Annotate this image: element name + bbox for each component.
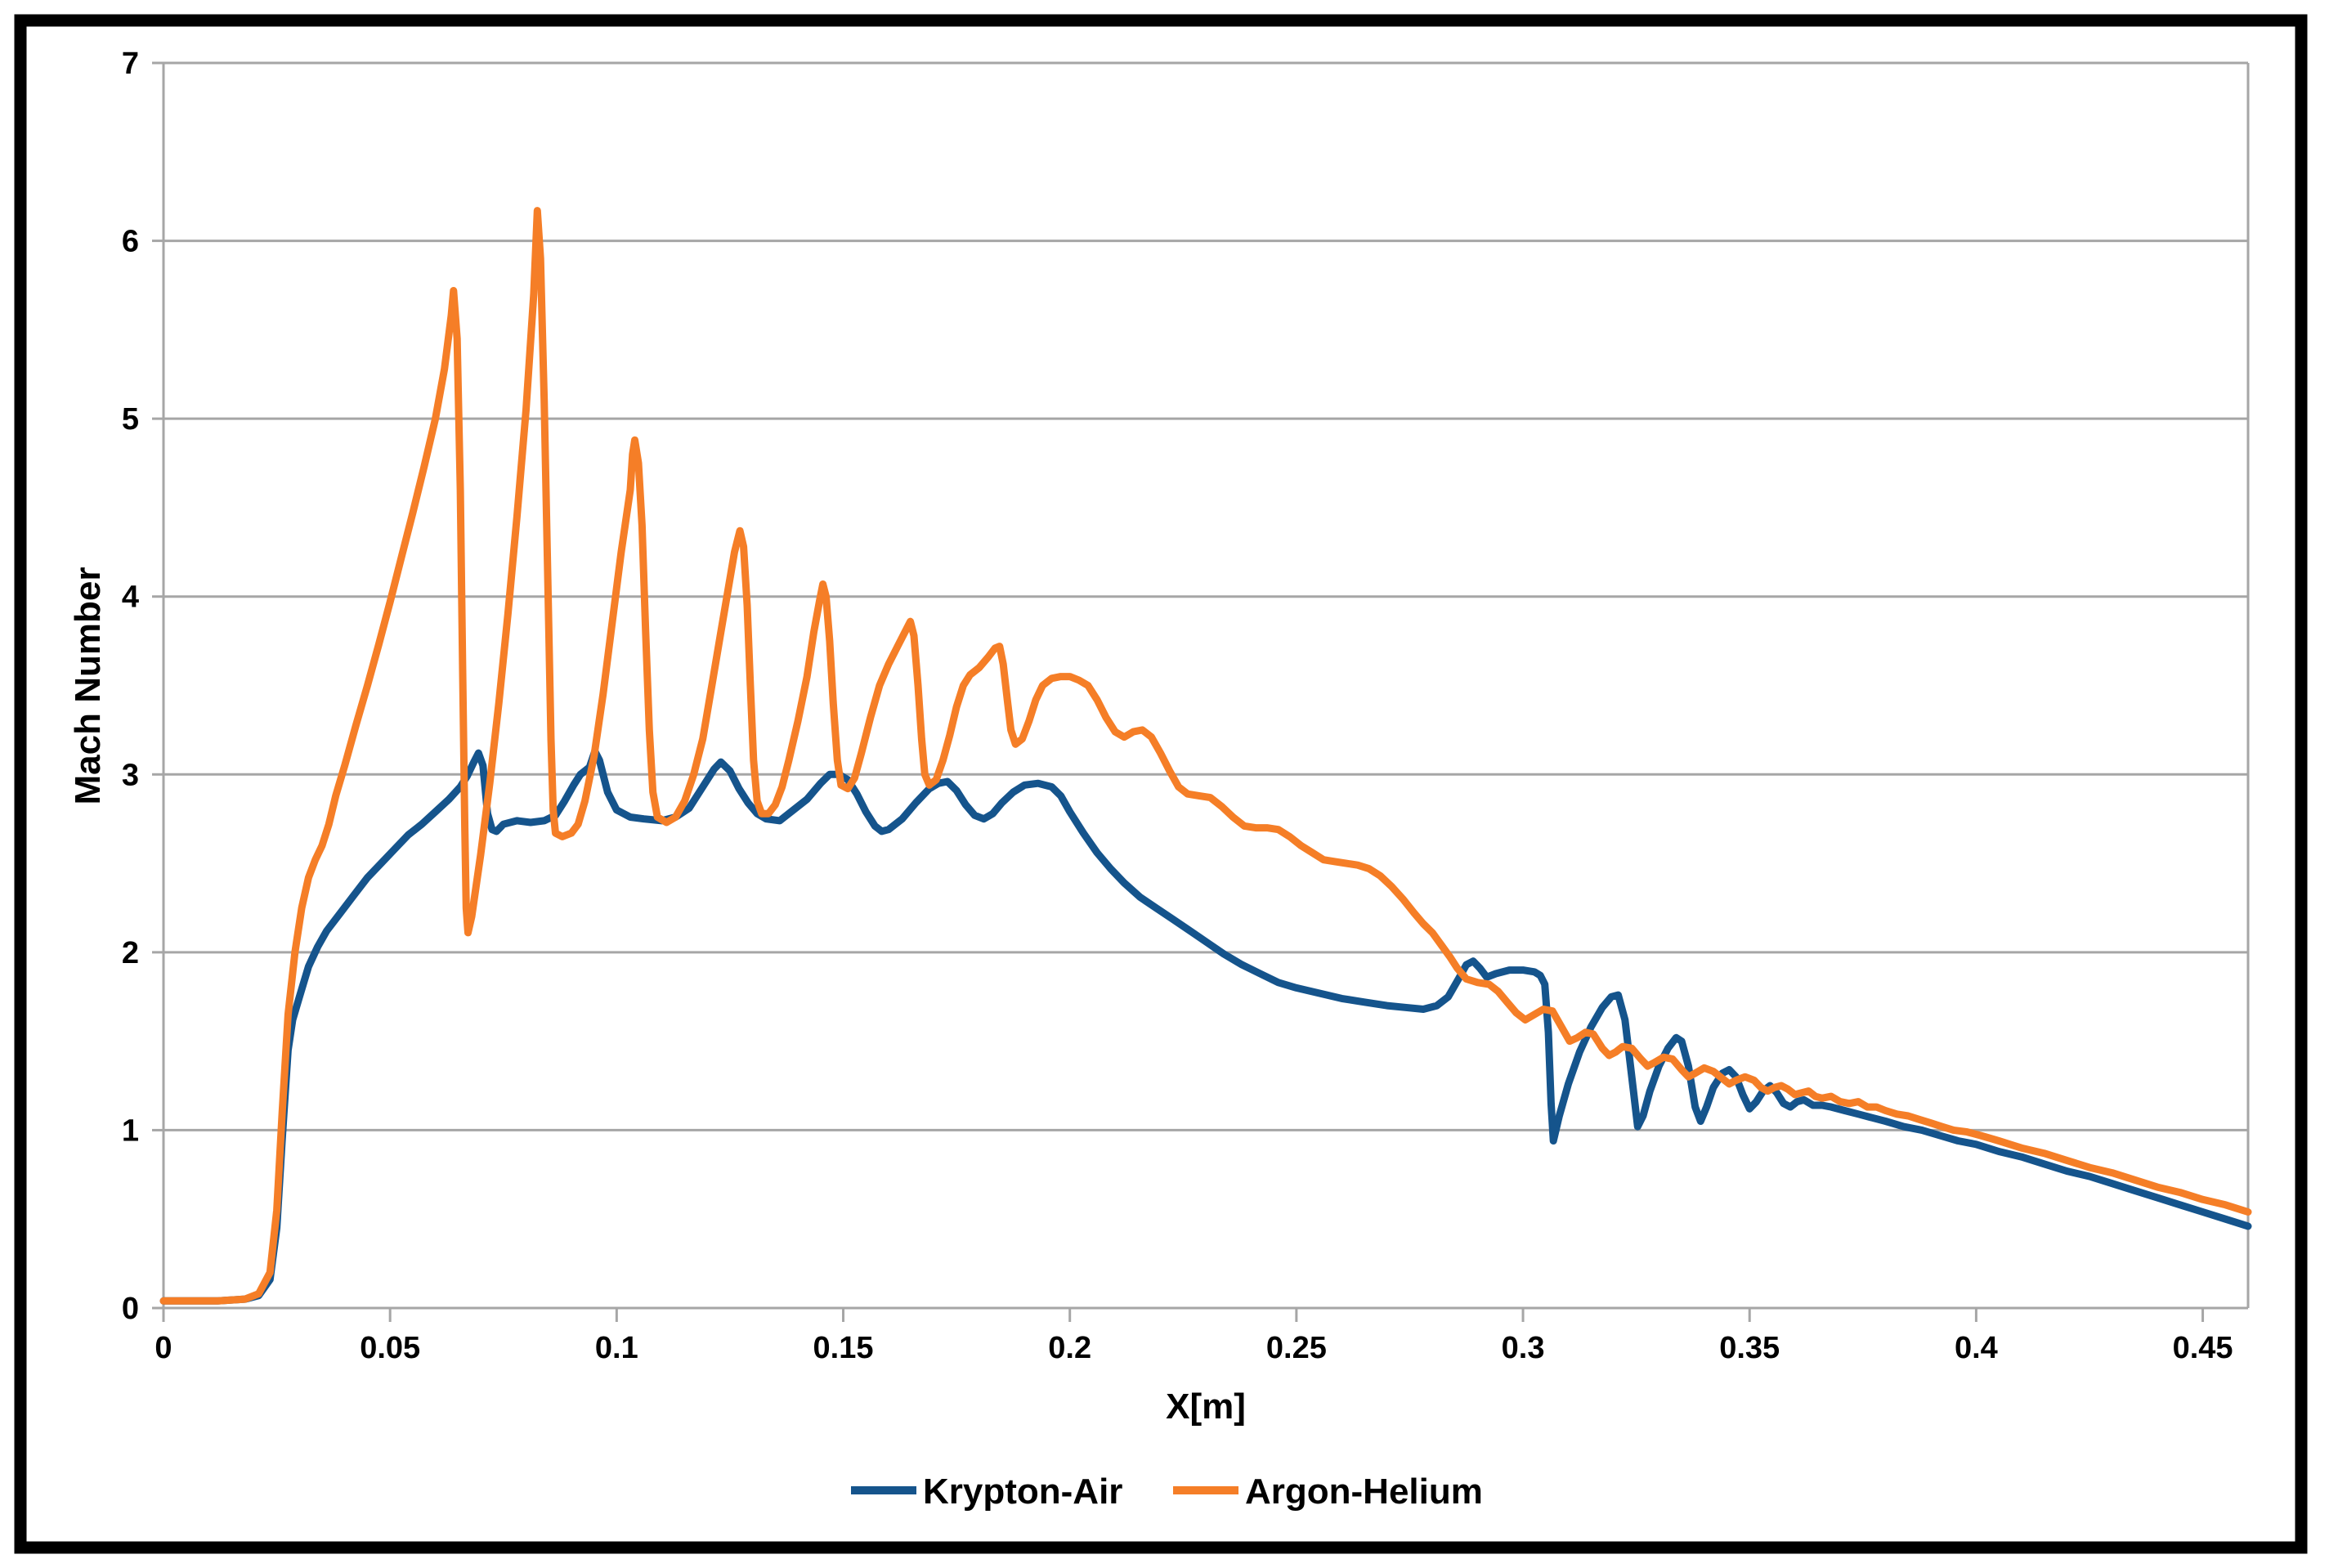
x-axis-title: X[m] bbox=[1166, 1387, 1246, 1427]
y-tick-label: 0 bbox=[122, 1292, 139, 1326]
x-tick-label: 0.2 bbox=[1048, 1331, 1091, 1365]
y-tick-label: 3 bbox=[122, 758, 139, 792]
x-tick-label: 0.35 bbox=[1719, 1331, 1780, 1365]
figure-border bbox=[14, 14, 2308, 1554]
y-tick-label: 6 bbox=[122, 225, 139, 259]
y-axis-title: Mach Number bbox=[68, 567, 108, 805]
legend-label-krypton-air: Krypton-Air bbox=[923, 1472, 1122, 1512]
x-tick-label: 0.45 bbox=[2173, 1331, 2233, 1365]
series-line-argon-helium bbox=[159, 207, 2252, 1305]
x-tick-label: 0.3 bbox=[1502, 1331, 1545, 1365]
x-tick-label: 0.15 bbox=[813, 1331, 874, 1365]
x-tick-label: 0 bbox=[155, 1331, 172, 1365]
series-lines bbox=[159, 207, 2252, 1305]
y-tick-label: 7 bbox=[122, 47, 139, 81]
y-tick-label: 1 bbox=[122, 1113, 139, 1148]
y-tick-labels: 0 1 2 3 4 5 6 7 bbox=[122, 47, 139, 1326]
gridlines bbox=[163, 61, 2248, 1131]
legend-label-argon-helium: Argon-Helium bbox=[1245, 1472, 1483, 1512]
axes bbox=[162, 63, 2250, 1310]
legend: Krypton-Air Argon-Helium bbox=[851, 1472, 1483, 1512]
x-tick-label: 0.4 bbox=[1955, 1331, 1998, 1365]
y-tick-label: 5 bbox=[122, 402, 139, 437]
x-tick-labels: 0 0.05 0.1 0.15 0.2 0.25 0.3 0.35 0.4 0.45 bbox=[155, 1331, 2233, 1365]
tick-marks bbox=[152, 61, 2205, 1322]
y-tick-label: 4 bbox=[122, 580, 139, 615]
x-tick-label: 0.1 bbox=[595, 1331, 638, 1365]
x-tick-label: 0.05 bbox=[360, 1331, 420, 1365]
x-tick-label: 0.25 bbox=[1266, 1331, 1327, 1365]
y-tick-label: 2 bbox=[122, 936, 139, 970]
